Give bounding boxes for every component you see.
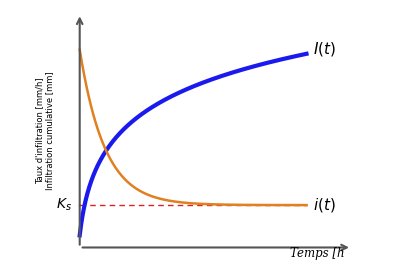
Text: Taux d'infiltration [mm/h]
Infiltration cumulative [mm]: Taux d'infiltration [mm/h] Infiltration …: [35, 71, 54, 190]
Text: $I(t)$: $I(t)$: [313, 40, 336, 58]
Text: $K_s$: $K_s$: [56, 197, 72, 213]
Text: Temps [h: Temps [h: [290, 247, 345, 260]
Text: $i(t)$: $i(t)$: [313, 196, 336, 214]
